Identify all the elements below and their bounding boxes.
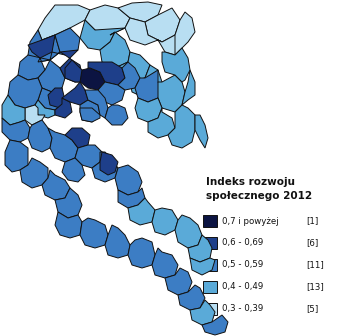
Polygon shape (80, 100, 100, 122)
Polygon shape (100, 32, 130, 68)
Polygon shape (130, 65, 162, 98)
Text: 0,6 - 0,69: 0,6 - 0,69 (222, 239, 263, 248)
Polygon shape (28, 35, 55, 58)
Polygon shape (28, 120, 52, 152)
Polygon shape (5, 140, 28, 172)
Text: [11]: [11] (306, 260, 324, 269)
Polygon shape (38, 60, 65, 92)
Polygon shape (115, 165, 142, 195)
Polygon shape (80, 20, 125, 50)
Polygon shape (105, 105, 128, 125)
Polygon shape (55, 98, 72, 118)
Bar (203, 259, 217, 271)
Polygon shape (80, 218, 108, 248)
Bar (203, 303, 217, 315)
Polygon shape (125, 18, 162, 45)
Polygon shape (190, 300, 215, 325)
Polygon shape (88, 62, 125, 85)
Polygon shape (85, 5, 130, 35)
Polygon shape (65, 128, 90, 148)
Text: [1]: [1] (306, 216, 318, 225)
Text: 0,4 - 0,49: 0,4 - 0,49 (222, 283, 263, 292)
Polygon shape (182, 70, 195, 105)
Polygon shape (135, 98, 162, 122)
Bar (203, 281, 217, 293)
Polygon shape (38, 5, 90, 40)
Polygon shape (98, 82, 125, 105)
Polygon shape (8, 75, 42, 108)
Polygon shape (158, 35, 182, 55)
Polygon shape (100, 152, 118, 175)
Polygon shape (162, 48, 190, 82)
Polygon shape (55, 212, 82, 238)
Polygon shape (62, 82, 88, 105)
Bar (203, 237, 217, 249)
Polygon shape (75, 68, 105, 90)
Polygon shape (190, 258, 215, 275)
Polygon shape (85, 90, 108, 118)
Polygon shape (165, 268, 192, 295)
Polygon shape (158, 75, 185, 112)
Text: 0,5 - 0,59: 0,5 - 0,59 (222, 260, 263, 269)
Polygon shape (168, 105, 195, 148)
Text: społecznego 2012: społecznego 2012 (206, 191, 312, 201)
Polygon shape (2, 118, 30, 142)
Polygon shape (75, 145, 102, 168)
Text: [5]: [5] (306, 304, 318, 313)
Polygon shape (60, 50, 82, 82)
Polygon shape (50, 28, 80, 60)
Polygon shape (92, 152, 118, 182)
Polygon shape (188, 235, 212, 262)
Polygon shape (118, 2, 162, 22)
Polygon shape (48, 88, 65, 108)
Polygon shape (175, 215, 202, 248)
Polygon shape (65, 60, 82, 82)
Polygon shape (175, 12, 195, 55)
Polygon shape (128, 238, 155, 268)
Polygon shape (148, 108, 175, 138)
Text: 0,7 i powyżej: 0,7 i powyżej (222, 216, 279, 225)
Polygon shape (195, 115, 208, 148)
Polygon shape (202, 315, 228, 335)
Polygon shape (55, 188, 82, 218)
Polygon shape (115, 52, 150, 82)
Polygon shape (152, 208, 178, 235)
Text: [13]: [13] (306, 283, 324, 292)
Polygon shape (178, 285, 205, 310)
Polygon shape (62, 158, 85, 182)
Polygon shape (2, 95, 25, 125)
Polygon shape (25, 105, 45, 125)
Polygon shape (118, 188, 145, 208)
Bar (203, 215, 217, 227)
Polygon shape (152, 248, 178, 278)
Text: Indeks rozwoju: Indeks rozwoju (206, 177, 295, 187)
Polygon shape (105, 225, 130, 258)
Polygon shape (20, 158, 48, 188)
Polygon shape (80, 108, 100, 122)
Polygon shape (18, 55, 50, 80)
Polygon shape (35, 100, 55, 118)
Polygon shape (38, 88, 62, 110)
Polygon shape (28, 30, 60, 62)
Polygon shape (128, 198, 155, 225)
Text: 0,3 - 0,39: 0,3 - 0,39 (222, 304, 263, 313)
Polygon shape (42, 170, 70, 200)
Text: [6]: [6] (306, 239, 318, 248)
Polygon shape (145, 8, 180, 42)
Polygon shape (135, 70, 162, 102)
Polygon shape (118, 62, 140, 90)
Polygon shape (48, 128, 78, 162)
